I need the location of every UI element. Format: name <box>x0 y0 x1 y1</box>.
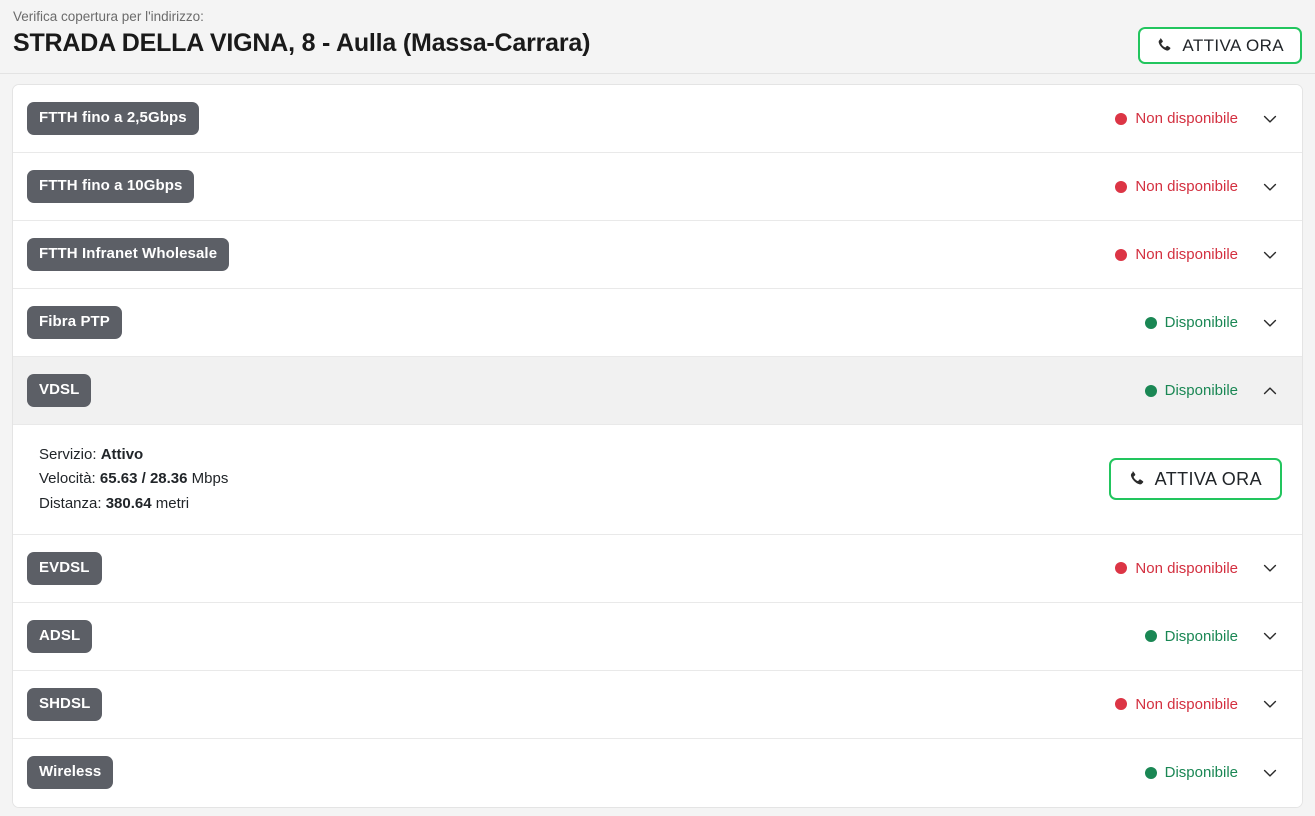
activate-now-button-header[interactable]: ATTIVA ORA <box>1138 27 1302 64</box>
chevron-down-icon[interactable] <box>1260 763 1280 783</box>
status-dot-unavailable <box>1115 698 1128 711</box>
page-title: STRADA DELLA VIGNA, 8 - Aulla (Massa-Car… <box>13 28 591 57</box>
status-label: Non disponibile <box>1135 559 1238 577</box>
chevron-down-icon[interactable] <box>1260 109 1280 129</box>
distanza-unit: metri <box>155 494 190 512</box>
status-badge: Non disponibile <box>1115 177 1280 197</box>
status-dot-unavailable <box>1115 112 1128 125</box>
tech-badge: SHDSL <box>27 687 103 721</box>
tech-row[interactable]: FTTH fino a 10Gbps Non disponibile <box>13 153 1302 221</box>
tech-badge: FTTH Infranet Wholesale <box>27 238 230 271</box>
tech-row[interactable]: FTTH fino a 2,5Gbps Non disponibile <box>13 85 1302 153</box>
status-badge: Disponibile <box>1144 313 1280 333</box>
phone-icon <box>1126 469 1146 489</box>
detail-distanza: Distanza: 380.64 metri <box>39 492 228 516</box>
status-badge: Non disponibile <box>1115 109 1280 129</box>
chevron-down-icon[interactable] <box>1260 558 1280 578</box>
tech-row[interactable]: FTTH Infranet Wholesale Non disponibile <box>13 221 1302 289</box>
tech-badge: ADSL <box>27 619 93 653</box>
activate-now-button-detail[interactable]: ATTIVA ORA <box>1108 458 1282 501</box>
tech-row[interactable]: ADSL Disponibile <box>13 602 1302 671</box>
tech-row[interactable]: SHDSL Non disponibile <box>13 670 1302 739</box>
chevron-down-icon[interactable] <box>1260 626 1280 646</box>
distanza-label: Distanza: <box>39 494 102 512</box>
detail-servizio: Servizio: Attivo <box>39 443 228 467</box>
servizio-label: Servizio: <box>39 446 97 463</box>
chevron-down-icon[interactable] <box>1260 313 1280 333</box>
status-dot-unavailable <box>1115 562 1128 575</box>
velocita-upload: 28.36 <box>149 470 188 488</box>
status-label: Disponibile <box>1164 627 1238 645</box>
tech-row[interactable]: Fibra PTP Disponibile <box>13 289 1302 357</box>
status-label: Non disponibile <box>1135 695 1238 713</box>
status-badge: Non disponibile <box>1115 558 1280 578</box>
status-label: Non disponibile <box>1135 178 1238 195</box>
status-label: Non disponibile <box>1135 110 1238 127</box>
status-badge: Disponibile <box>1144 626 1280 646</box>
status-badge: Disponibile <box>1144 381 1280 401</box>
status-badge: Non disponibile <box>1115 694 1280 714</box>
status-dot-available <box>1144 384 1157 397</box>
tech-badge: FTTH fino a 10Gbps <box>27 170 195 203</box>
technology-list-card: FTTH fino a 2,5Gbps Non disponibile FTTH f… <box>12 84 1303 808</box>
activate-now-label: ATTIVA ORA <box>1154 469 1262 490</box>
chevron-down-icon[interactable] <box>1260 245 1280 265</box>
tech-badge: FTTH fino a 2,5Gbps <box>27 102 199 135</box>
chevron-down-icon[interactable] <box>1260 177 1280 197</box>
phone-icon <box>1154 36 1173 55</box>
servizio-value: Attivo <box>100 446 144 463</box>
tech-row[interactable]: Wireless Disponibile <box>13 738 1302 807</box>
chevron-up-icon[interactable] <box>1260 381 1280 401</box>
tech-badge: Wireless <box>27 756 114 790</box>
status-label: Disponibile <box>1164 764 1238 782</box>
header-subtitle: Verifica copertura per l'indirizzo: <box>13 9 204 24</box>
status-badge: Disponibile <box>1144 763 1280 783</box>
velocita-label: Velocità: <box>39 470 96 488</box>
detail-lines: Servizio: Attivo Velocità: 65.63 / 28.36 … <box>39 443 228 516</box>
status-dot-unavailable <box>1115 180 1128 193</box>
tech-row[interactable]: VDSL Disponibile <box>13 357 1302 425</box>
tech-detail-panel: Servizio: Attivo Velocità: 65.63 / 28.36 … <box>13 425 1302 535</box>
status-dot-available <box>1144 766 1157 779</box>
tech-badge: VDSL <box>27 374 92 407</box>
distanza-value: 380.64 <box>105 494 152 512</box>
status-badge: Non disponibile <box>1115 245 1280 265</box>
chevron-down-icon[interactable] <box>1260 694 1280 714</box>
tech-row[interactable]: EVDSL Non disponibile <box>13 534 1302 603</box>
page-header: Verifica copertura per l'indirizzo: STRA… <box>0 0 1315 74</box>
tech-badge: Fibra PTP <box>27 306 122 339</box>
status-label: Disponibile <box>1164 382 1238 399</box>
status-label: Non disponibile <box>1135 246 1238 263</box>
status-dot-available <box>1144 630 1157 643</box>
tech-badge: EVDSL <box>27 551 102 585</box>
status-label: Disponibile <box>1164 314 1238 331</box>
status-dot-unavailable <box>1115 248 1128 261</box>
status-dot-available <box>1144 316 1157 329</box>
detail-velocita: Velocità: 65.63 / 28.36 Mbps <box>39 467 228 491</box>
velocita-separator: / <box>141 470 146 488</box>
activate-now-label: ATTIVA ORA <box>1182 36 1284 55</box>
velocita-download: 65.63 <box>99 470 138 488</box>
velocita-unit: Mbps <box>191 470 229 488</box>
